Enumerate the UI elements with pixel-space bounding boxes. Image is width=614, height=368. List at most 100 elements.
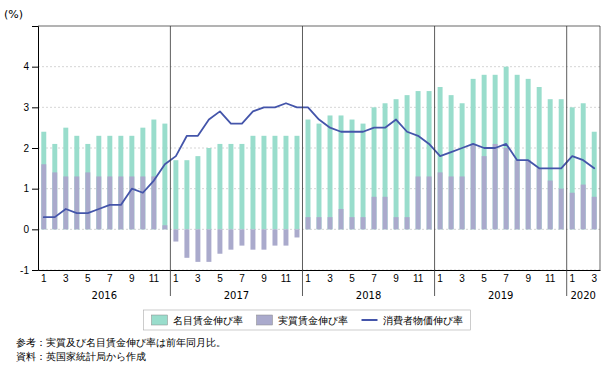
bar: [162, 124, 167, 230]
bar: [592, 197, 597, 230]
bar: [184, 229, 189, 257]
bar: [504, 148, 509, 229]
x-tick-label: 9: [261, 273, 267, 284]
bar: [195, 229, 200, 262]
bar: [394, 217, 399, 229]
year-dividers: [170, 26, 566, 296]
bar: [482, 75, 487, 230]
legend-swatch: [257, 315, 273, 325]
x-tick: 11: [413, 270, 424, 284]
legend-label: 消費者物価伸び率: [383, 315, 463, 326]
bar: [217, 144, 222, 229]
y-tick: 4: [23, 61, 38, 72]
x-tick: 1: [173, 270, 179, 284]
bar: [261, 229, 266, 249]
x-tick-label: 1: [173, 273, 179, 284]
bar: [449, 176, 454, 229]
x-tick-label: 7: [503, 273, 509, 284]
y-tick: -1: [20, 265, 38, 276]
marks: [41, 67, 596, 262]
legend-item: 実質賃金伸び率: [257, 315, 348, 326]
bar: [96, 176, 101, 229]
bar: [592, 132, 597, 230]
bar: [52, 172, 57, 229]
bar: [261, 136, 266, 230]
bar: [526, 160, 531, 229]
x-tick-label: 1: [41, 273, 47, 284]
bar: [63, 176, 68, 229]
bar: [537, 87, 542, 229]
x-tick: 7: [239, 270, 245, 284]
bar: [85, 144, 90, 229]
y-tick-mark: [32, 270, 38, 271]
y-axis: -101234: [20, 27, 38, 276]
x-tick: 5: [481, 270, 487, 284]
bar: [570, 193, 575, 230]
bar: [482, 156, 487, 229]
x-axis-line: [39, 270, 601, 271]
x-tick: 7: [107, 270, 113, 284]
y-tick-label: 0: [23, 224, 29, 235]
bar: [283, 229, 288, 245]
year-label: 2017: [224, 290, 249, 301]
bar: [526, 79, 531, 229]
bar: [239, 144, 244, 229]
bar: [151, 176, 156, 229]
y-tick-label: 3: [23, 102, 29, 113]
bar: [96, 136, 101, 230]
x-tick: 9: [393, 270, 399, 284]
bar: [383, 197, 388, 230]
y-tick-mark: [32, 67, 38, 68]
y-tick-mark: [32, 189, 38, 190]
bar: [449, 95, 454, 229]
note: 参考：実質及び名目賃金伸び率は前年同月比。: [16, 337, 226, 348]
bar: [206, 148, 211, 229]
y-tick-label: 4: [23, 61, 29, 72]
year-label: 2018: [356, 290, 381, 301]
bar: [228, 144, 233, 229]
bar: [272, 229, 277, 245]
x-tick-label: 3: [63, 273, 69, 284]
grid-line: [38, 270, 600, 271]
frame-right: [600, 26, 601, 270]
bar: [471, 79, 476, 229]
bar: [317, 217, 322, 229]
legend-swatch: [362, 319, 378, 321]
y-tick: 2: [23, 143, 38, 154]
y-axis-line: [32, 27, 39, 271]
bar: [581, 103, 586, 229]
bar: [361, 217, 366, 229]
x-tick: 7: [503, 270, 509, 284]
bar: [107, 136, 112, 230]
bar: [162, 225, 167, 229]
legend-label: 名目賃金伸び率: [173, 315, 243, 326]
bar: [129, 136, 134, 230]
plot: -101234(%)135791113579111357911135791113…: [4, 8, 601, 301]
bar: [250, 229, 255, 249]
note: 資料：英国家統計局から作成: [16, 351, 146, 362]
x-tick: 9: [525, 270, 531, 284]
line: [44, 103, 594, 217]
x-tick-label: 1: [437, 273, 443, 284]
bar: [250, 136, 255, 230]
x-tick: 5: [349, 270, 355, 284]
x-tick: 9: [261, 270, 267, 284]
bar: [361, 124, 366, 230]
bar: [383, 103, 388, 229]
bar: [228, 229, 233, 249]
x-tick-label: 11: [413, 273, 424, 284]
bar: [350, 217, 355, 229]
legend: 名目賃金伸び率 実質賃金伸び率 消費者物価伸び率: [144, 310, 471, 330]
x-tick: 7: [371, 270, 377, 284]
bar: [372, 107, 377, 229]
bar: [460, 103, 465, 229]
x-tick-label: 5: [85, 273, 91, 284]
x-tick-label: 1: [305, 273, 311, 284]
x-tick: 3: [459, 270, 465, 284]
bar: [140, 176, 145, 229]
bar: [328, 217, 333, 229]
y-tick-label: 2: [23, 143, 29, 154]
legend-box: [144, 310, 471, 330]
bar: [272, 136, 277, 230]
legend-swatch: [152, 315, 168, 325]
